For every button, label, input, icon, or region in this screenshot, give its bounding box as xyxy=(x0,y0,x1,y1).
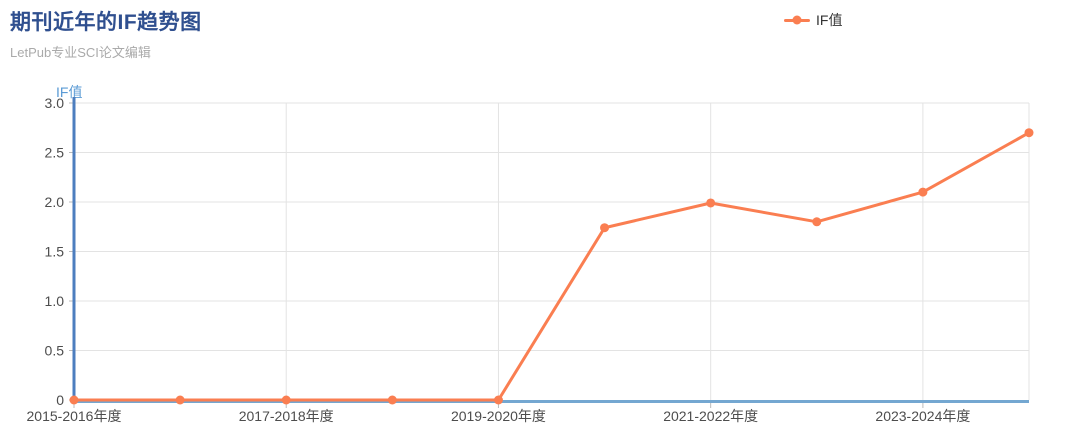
data-point[interactable] xyxy=(387,395,397,405)
data-point[interactable] xyxy=(600,223,610,233)
y-tick-label: 0.5 xyxy=(45,343,65,359)
legend-line-marker xyxy=(784,15,810,25)
x-tick-label: 2015-2016年度 xyxy=(27,408,122,424)
data-point[interactable] xyxy=(493,395,503,405)
data-point[interactable] xyxy=(918,187,928,197)
x-tick-label: 2023-2024年度 xyxy=(875,408,970,424)
page-title: 期刊近年的IF趋势图 xyxy=(10,11,202,34)
y-axis-name: IF值 xyxy=(56,84,83,100)
page-subtitle: LetPub专业SCI论文编辑 xyxy=(10,45,151,60)
legend-label: IF值 xyxy=(816,12,843,28)
y-tick-label: 3.0 xyxy=(45,95,65,111)
x-tick-label: 2019-2020年度 xyxy=(451,408,546,424)
y-tick-label: 1.5 xyxy=(45,244,65,260)
y-tick-label: 0 xyxy=(56,392,64,408)
data-point[interactable] xyxy=(812,217,822,227)
x-tick-label: 2021-2022年度 xyxy=(663,408,758,424)
data-point[interactable] xyxy=(69,395,79,405)
data-point[interactable] xyxy=(1024,128,1034,138)
series-line xyxy=(72,131,1031,402)
data-point[interactable] xyxy=(706,198,716,208)
y-tick-label: 2.0 xyxy=(45,194,65,210)
legend-item-if[interactable]: IF值 xyxy=(784,11,842,29)
data-point[interactable] xyxy=(281,395,291,405)
x-tick-label: 2017-2018年度 xyxy=(239,408,334,424)
y-tick-label: 1.0 xyxy=(45,293,65,309)
data-point[interactable] xyxy=(175,395,185,405)
y-tick-label: 2.5 xyxy=(45,145,65,161)
legend-dot-icon xyxy=(792,15,802,25)
